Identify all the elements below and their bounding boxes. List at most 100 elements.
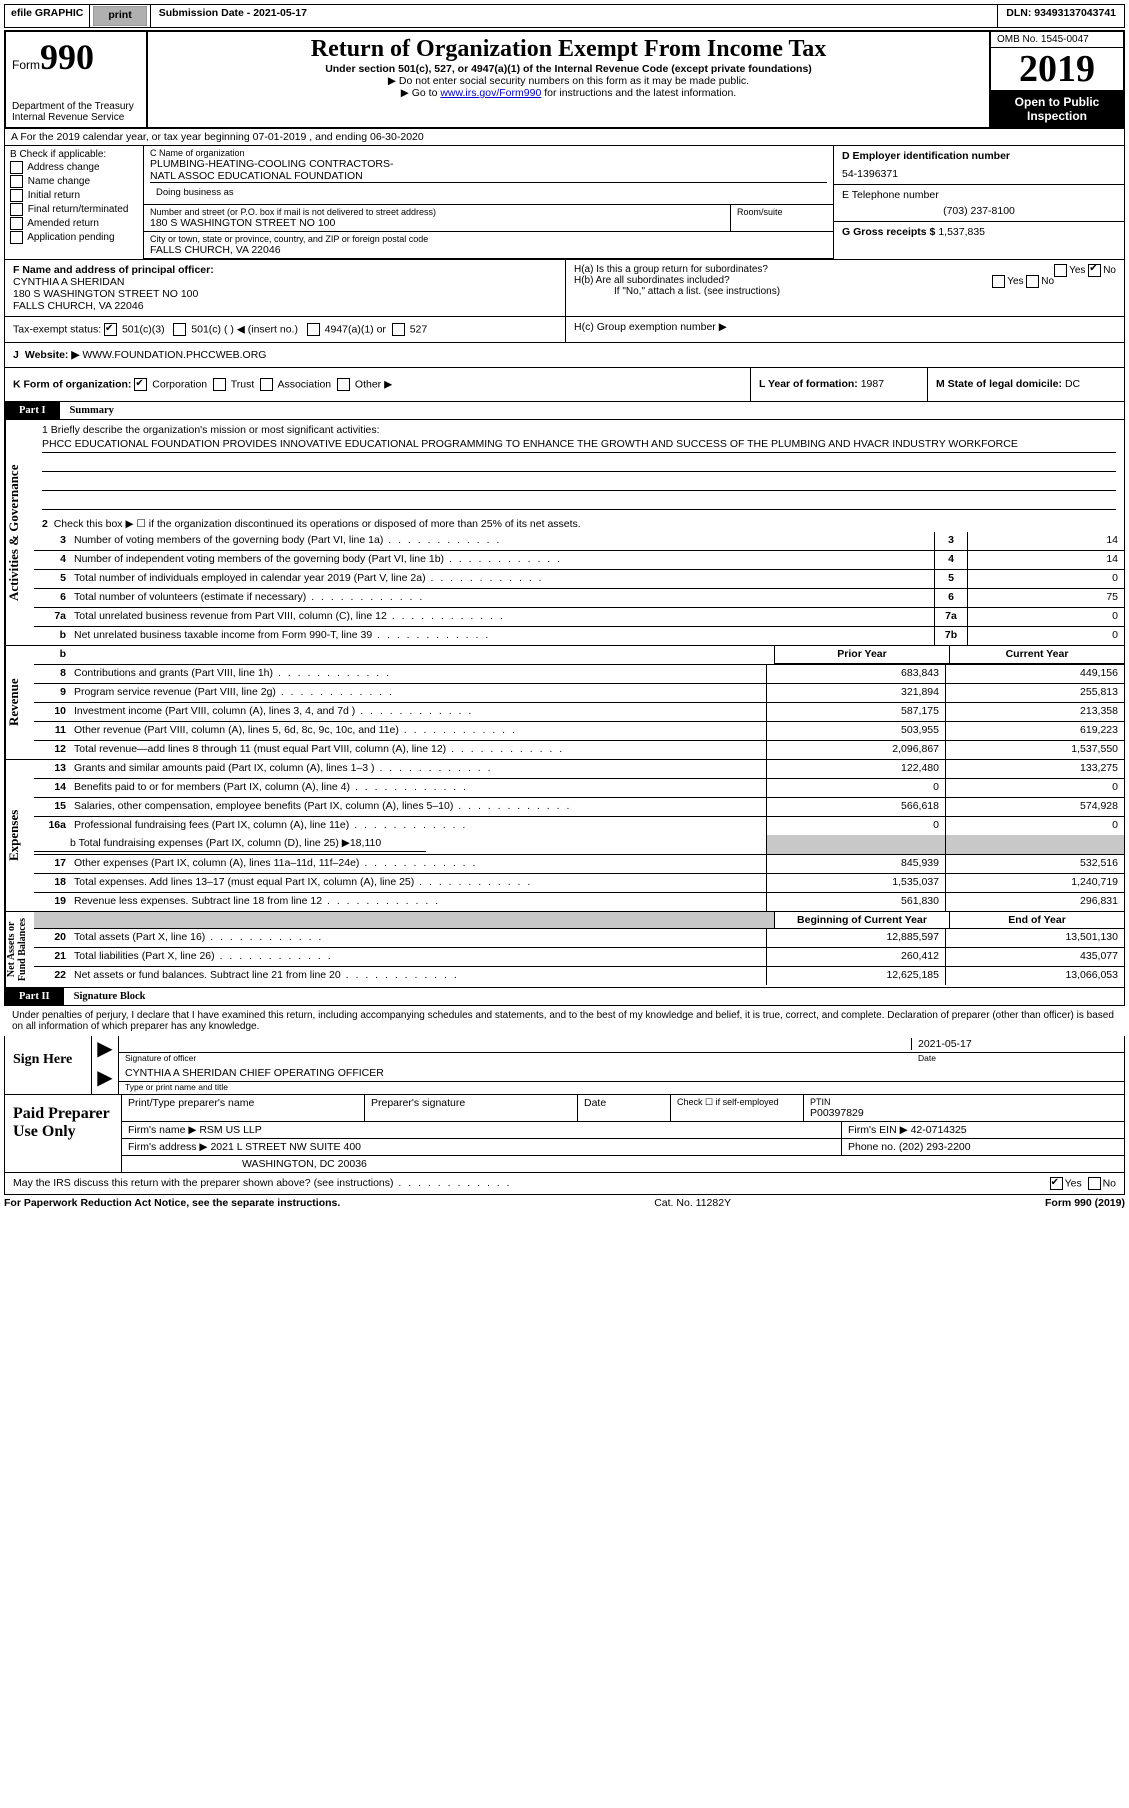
ein-value: 54-1396371 xyxy=(842,168,1116,180)
dln: DLN: 93493137043741 xyxy=(997,5,1124,27)
governance-section: Activities & Governance 1 Briefly descri… xyxy=(4,420,1125,646)
paid-preparer-block: Paid Preparer Use Only Print/Type prepar… xyxy=(4,1095,1125,1173)
table-row: 14 Benefits paid to or for members (Part… xyxy=(34,779,1124,798)
table-row: 20 Total assets (Part X, line 16) 12,885… xyxy=(34,929,1124,948)
gross-receipts-value: 1,537,835 xyxy=(938,226,985,238)
street-label: Number and street (or P.O. box if mail i… xyxy=(150,207,724,217)
dept-treasury: Department of the Treasury Internal Reve… xyxy=(12,101,140,123)
table-row: 21 Total liabilities (Part X, line 26) 2… xyxy=(34,948,1124,967)
hb-yes[interactable] xyxy=(992,275,1005,288)
rev-header-row: b Prior Year Current Year xyxy=(34,646,1124,665)
sig-arrow-icon: ▶ xyxy=(92,1036,119,1065)
hb-no[interactable] xyxy=(1026,275,1039,288)
table-row: 8 Contributions and grants (Part VIII, l… xyxy=(34,665,1124,684)
submission-date: Submission Date - 2021-05-17 xyxy=(150,5,315,27)
form-subtitle: Under section 501(c), 527, or 4947(a)(1)… xyxy=(156,63,981,75)
section-i-hc: Tax-exempt status: 501(c)(3) 501(c) ( ) … xyxy=(4,317,1125,343)
firm-name: RSM US LLP xyxy=(199,1124,261,1136)
irs-discuss-yes[interactable] xyxy=(1050,1177,1063,1190)
table-row: 4 Number of independent voting members o… xyxy=(34,551,1124,570)
ein-label: D Employer identification number xyxy=(842,150,1116,162)
vtab-governance: Activities & Governance xyxy=(5,420,34,645)
q2-text: 2 Check this box ▶ ☐ if the organization… xyxy=(34,512,1124,532)
ha-no[interactable] xyxy=(1088,264,1101,277)
phone-value: (703) 237-8100 xyxy=(842,205,1116,217)
section-j: J Website: ▶ WWW.FOUNDATION.PHCCWEB.ORG xyxy=(4,343,1125,368)
officer-address: 180 S WASHINGTON STREET NO 100 FALLS CHU… xyxy=(13,288,557,312)
chk-final-return[interactable]: Final return/terminated xyxy=(10,203,138,216)
chk-501c[interactable] xyxy=(173,323,186,336)
officer-label: F Name and address of principal officer: xyxy=(13,264,557,276)
sig-date: 2021-05-17 xyxy=(911,1038,1118,1050)
gross-receipts-label: G Gross receipts $ xyxy=(842,226,935,238)
form-header: Form990 Department of the Treasury Inter… xyxy=(4,30,1125,129)
chk-association[interactable] xyxy=(260,378,273,391)
irs-discuss-no[interactable] xyxy=(1088,1177,1101,1190)
netassets-section: Net Assets or Fund Balances Beginning of… xyxy=(4,912,1125,988)
efile-label: efile GRAPHIC xyxy=(5,5,90,27)
table-row: 6 Total number of volunteers (estimate i… xyxy=(34,589,1124,608)
irs-link[interactable]: www.irs.gov/Form990 xyxy=(440,87,541,99)
officer-signature-name: CYNTHIA A SHERIDAN CHIEF OPERATING OFFIC… xyxy=(119,1065,1124,1082)
year-formation: 1987 xyxy=(861,378,884,390)
expenses-section: Expenses 13 Grants and similar amounts p… xyxy=(4,760,1125,912)
hb-label: H(b) Are all subordinates included? Yes … xyxy=(574,275,1116,286)
tax-year: 2019 xyxy=(991,48,1123,91)
dba-label: Doing business as xyxy=(150,182,827,202)
form-title: Return of Organization Exempt From Incom… xyxy=(156,36,981,63)
website-value: WWW.FOUNDATION.PHCCWEB.ORG xyxy=(82,349,266,361)
table-row: b Net unrelated business taxable income … xyxy=(34,627,1124,645)
chk-trust[interactable] xyxy=(213,378,226,391)
section-b-to-g: B Check if applicable: Address change Na… xyxy=(4,146,1125,260)
chk-initial-return[interactable]: Initial return xyxy=(10,189,138,202)
table-row: 11 Other revenue (Part VIII, column (A),… xyxy=(34,722,1124,741)
revenue-section: Revenue b Prior Year Current Year 8 Cont… xyxy=(4,646,1125,760)
table-row: 17 Other expenses (Part IX, column (A), … xyxy=(34,855,1124,874)
section-f-h: F Name and address of principal officer:… xyxy=(4,260,1125,317)
table-row: 9 Program service revenue (Part VIII, li… xyxy=(34,684,1124,703)
form-note2: ▶ Go to www.irs.gov/Form990 for instruct… xyxy=(156,87,981,99)
table-row: 22 Net assets or fund balances. Subtract… xyxy=(34,967,1124,985)
chk-address-change[interactable]: Address change xyxy=(10,161,138,174)
table-row: 18 Total expenses. Add lines 13–17 (must… xyxy=(34,874,1124,893)
ptin: P00397829 xyxy=(810,1107,1118,1119)
vtab-netassets: Net Assets or Fund Balances xyxy=(5,912,34,987)
netassets-header: Beginning of Current Year End of Year xyxy=(34,912,1124,929)
phone-label: E Telephone number xyxy=(842,189,1116,201)
city-label: City or town, state or province, country… xyxy=(150,234,827,244)
row-a: A For the 2019 calendar year, or tax yea… xyxy=(4,129,1125,146)
ha-yes[interactable] xyxy=(1054,264,1067,277)
open-public: Open to Public Inspection xyxy=(991,91,1123,127)
irs-discuss-row: May the IRS discuss this return with the… xyxy=(4,1173,1125,1195)
table-row: 7a Total unrelated business revenue from… xyxy=(34,608,1124,627)
vtab-revenue: Revenue xyxy=(5,646,34,759)
signature-block: Sign Here ▶ 2021-05-17 Signature of offi… xyxy=(4,1036,1125,1095)
footer: For Paperwork Reduction Act Notice, see … xyxy=(4,1195,1125,1211)
table-row: 19 Revenue less expenses. Subtract line … xyxy=(34,893,1124,911)
print-button[interactable]: print xyxy=(93,6,146,26)
firm-address-2: WASHINGTON, DC 20036 xyxy=(122,1156,1124,1172)
chk-527[interactable] xyxy=(392,323,405,336)
chk-name-change[interactable]: Name change xyxy=(10,175,138,188)
firm-ein: 42-0714325 xyxy=(911,1124,967,1136)
city-state-zip: FALLS CHURCH, VA 22046 xyxy=(150,244,827,256)
officer-name: CYNTHIA A SHERIDAN xyxy=(13,276,557,288)
org-name-label: C Name of organization xyxy=(150,148,827,158)
tax-exempt-label: Tax-exempt status: xyxy=(13,323,101,335)
chk-other[interactable] xyxy=(337,378,350,391)
omb-number: OMB No. 1545-0047 xyxy=(991,32,1123,48)
table-row: 16a Professional fundraising fees (Part … xyxy=(34,817,1124,835)
mission-text: PHCC EDUCATIONAL FOUNDATION PROVIDES INN… xyxy=(42,438,1116,453)
section-klm: K Form of organization: Corporation Trus… xyxy=(4,368,1125,402)
chk-application-pending[interactable]: Application pending xyxy=(10,231,138,244)
ha-label: H(a) Is this a group return for subordin… xyxy=(574,264,1116,275)
hc-label: H(c) Group exemption number ▶ xyxy=(566,317,1124,342)
chk-4947[interactable] xyxy=(307,323,320,336)
form-number: Form990 xyxy=(12,36,140,78)
chk-corporation[interactable] xyxy=(134,378,147,391)
q1-label: 1 Briefly describe the organization's mi… xyxy=(34,420,1124,436)
table-row: 15 Salaries, other compensation, employe… xyxy=(34,798,1124,817)
table-row: 12 Total revenue—add lines 8 through 11 … xyxy=(34,741,1124,759)
chk-amended[interactable]: Amended return xyxy=(10,217,138,230)
chk-501c3[interactable] xyxy=(104,323,117,336)
